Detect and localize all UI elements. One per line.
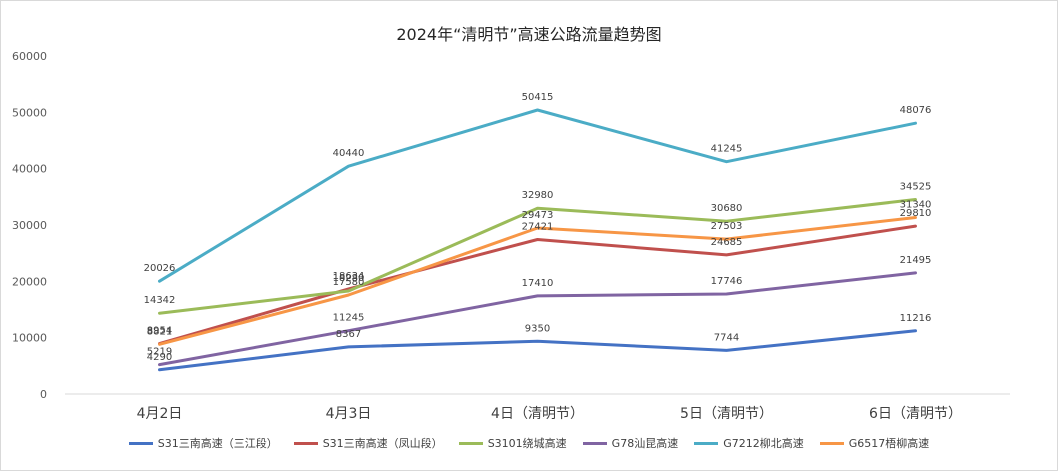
data-label: 8954 xyxy=(147,326,172,337)
y-tick-label: 10000 xyxy=(12,332,47,345)
data-label: 31340 xyxy=(900,199,932,210)
data-label: 29473 xyxy=(522,210,554,221)
data-label: 8367 xyxy=(336,329,361,340)
data-label: 27421 xyxy=(522,222,554,233)
legend-label: S31三南高速（凤山段） xyxy=(322,437,443,450)
series-lines xyxy=(158,108,917,372)
x-tick-label: 6日（清明节） xyxy=(869,406,962,422)
series-line xyxy=(158,198,917,315)
legend-label: G6517梧柳高速 xyxy=(848,437,930,450)
data-label: 5219 xyxy=(147,347,172,358)
data-label: 17746 xyxy=(711,276,743,287)
series-line xyxy=(158,108,917,283)
data-label: 7744 xyxy=(714,332,739,343)
legend-swatch xyxy=(128,441,153,445)
legend-label: G7212柳北高速 xyxy=(723,437,804,450)
x-tick-label: 4日（清明节） xyxy=(491,406,584,422)
data-label: 11216 xyxy=(900,313,932,324)
legend-label: G78汕昆高速 xyxy=(611,437,679,450)
series-line xyxy=(158,224,917,346)
legend-item: G7212柳北高速 xyxy=(694,435,804,451)
y-tick-label: 50000 xyxy=(12,106,47,119)
legend-label: S3101绕城高速 xyxy=(487,437,567,450)
data-label: 40440 xyxy=(333,148,365,159)
y-tick-label: 30000 xyxy=(12,219,47,232)
y-tick-label: 20000 xyxy=(12,275,47,288)
data-label: 18280 xyxy=(333,273,365,284)
data-label: 11245 xyxy=(333,313,365,324)
y-tick-label: 40000 xyxy=(12,163,47,176)
data-label: 24685 xyxy=(711,237,743,248)
legend: S31三南高速（三江段） S31三南高速（凤山段） S3101绕城高速 G78汕昆高速… xyxy=(0,432,1058,454)
legend-swatch xyxy=(293,441,318,445)
y-tick-label: 60000 xyxy=(12,50,47,63)
data-label: 14342 xyxy=(144,295,176,306)
legend-item: G6517梧柳高速 xyxy=(819,435,930,451)
data-label: 34525 xyxy=(900,182,932,193)
legend-item: S31三南高速（三江段） xyxy=(128,435,278,451)
x-axis-ticks: 4月2日 4月3日 4日（清明节） 5日（清明节） 6日（清明节） xyxy=(137,406,962,422)
data-label: 27503 xyxy=(711,221,743,232)
data-label: 48076 xyxy=(900,105,932,116)
legend-item: G78汕昆高速 xyxy=(582,435,679,451)
data-label: 29810 xyxy=(900,208,932,219)
data-label: 8821 xyxy=(147,326,172,337)
legend-item: S31三南高速（凤山段） xyxy=(293,435,443,451)
legend-swatch xyxy=(582,441,607,445)
chart-title: 2024年“清明节”高速公路流量趋势图 xyxy=(396,25,661,44)
series-line xyxy=(158,271,917,367)
data-label: 50415 xyxy=(522,92,554,103)
legend-swatch xyxy=(819,441,844,445)
x-tick-label: 5日（清明节） xyxy=(680,406,773,422)
data-label: 9350 xyxy=(525,323,550,334)
series-line xyxy=(158,329,917,372)
data-label: 17580 xyxy=(333,277,365,288)
x-tick-label: 4月2日 xyxy=(137,406,183,422)
legend-swatch xyxy=(458,441,483,445)
data-label: 18634 xyxy=(333,271,365,282)
data-labels: 4290 8367 9350 7744 11216 8954 18634 27421 24685… xyxy=(144,92,932,363)
series-line xyxy=(158,216,917,346)
y-axis-ticks: 0 10000 20000 30000 40000 50000 60000 xyxy=(12,50,47,401)
data-label: 30680 xyxy=(711,203,743,214)
legend-swatch xyxy=(694,441,719,445)
data-label: 17410 xyxy=(522,278,554,289)
y-tick-label: 0 xyxy=(40,388,47,401)
data-label: 41245 xyxy=(711,144,743,155)
data-label: 4290 xyxy=(147,352,172,363)
data-label: 21495 xyxy=(900,255,932,266)
data-label: 20026 xyxy=(144,263,176,274)
legend-label: S31三南高速（三江段） xyxy=(157,437,278,450)
data-label: 32980 xyxy=(522,190,554,201)
legend-item: S3101绕城高速 xyxy=(458,435,567,451)
x-tick-label: 4月3日 xyxy=(326,406,372,422)
